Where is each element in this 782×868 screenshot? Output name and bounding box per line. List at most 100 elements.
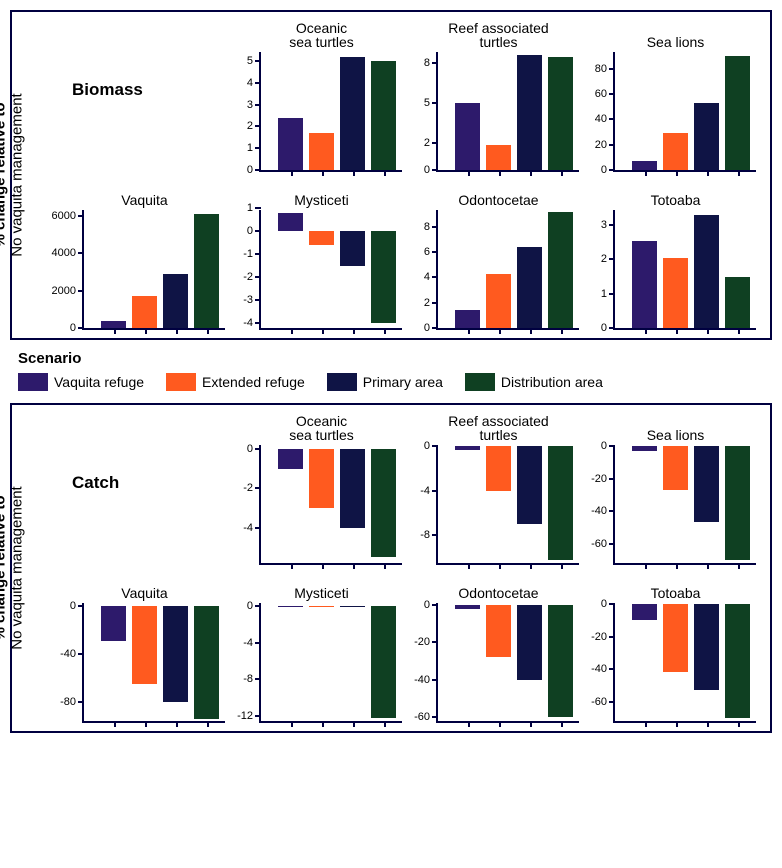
chart-wrap: 012345 [239, 52, 404, 172]
biomass-block: % change relative toNo vaquita managemen… [10, 10, 772, 340]
x-ticks [84, 328, 225, 334]
x-tickmark [530, 170, 532, 176]
y-tick-label: -60 [591, 538, 607, 550]
y-tickmark [255, 527, 261, 529]
y-tick-label: 1 [601, 288, 607, 300]
x-tickmark [322, 721, 324, 727]
chart-wrap: 0200040006000 [62, 210, 227, 330]
bar [548, 57, 573, 170]
x-tickmark [707, 170, 709, 176]
x-tickmark [530, 721, 532, 727]
y-tick-label: 0 [247, 600, 253, 612]
bar [278, 213, 303, 231]
y-tickmark [432, 302, 438, 304]
bar [663, 258, 688, 328]
bar [309, 231, 334, 245]
y-tick-label: -40 [591, 663, 607, 675]
y-tickmark [255, 642, 261, 644]
x-tickmark [353, 328, 355, 334]
x-tickmark [353, 170, 355, 176]
y-tick-label: 2 [424, 137, 430, 149]
chart-panel: Totoaba0123 [593, 178, 758, 330]
y-axis-label-line2: No vaquita management [9, 486, 26, 649]
bar [101, 606, 126, 641]
panel-title: Oceanic sea turtles [289, 20, 354, 50]
bar [278, 118, 303, 170]
y-tick-label: 80 [595, 63, 607, 75]
x-tickmark [322, 563, 324, 569]
chart-wrap: -12-8-40 [239, 603, 404, 723]
bar [340, 57, 365, 170]
x-tickmark [676, 721, 678, 727]
x-tickmark [676, 563, 678, 569]
y-axis-label-line2: No vaquita management [9, 93, 26, 256]
x-tickmark [499, 721, 501, 727]
bar [132, 606, 157, 684]
y-tick-label: -2 [243, 271, 253, 283]
legend-item: Extended refuge [166, 373, 305, 391]
legend-item: Distribution area [465, 373, 603, 391]
y-tick-label: 0 [601, 164, 607, 176]
chart-panel: Mysticeti-4-3-2-101 [239, 178, 404, 330]
bar [632, 604, 657, 620]
y-tickmark [255, 207, 261, 209]
x-ticks [261, 721, 402, 727]
bar [278, 449, 303, 469]
x-tickmark [676, 328, 678, 334]
y-tick-label: 4 [424, 271, 430, 283]
x-tickmark [738, 170, 740, 176]
y-tickmark [609, 68, 615, 70]
chart-wrap: -4-20 [239, 445, 404, 565]
y-tickmark [609, 144, 615, 146]
plot-area: 02468 [436, 210, 579, 330]
panel-title: Oceanic sea turtles [289, 413, 354, 443]
y-tick-label: 0 [70, 600, 76, 612]
x-tickmark [499, 328, 501, 334]
y-tickmark [78, 252, 84, 254]
y-tick-label: -20 [591, 473, 607, 485]
plot-area: -60-40-200 [613, 445, 756, 565]
x-tickmark [530, 563, 532, 569]
legend-swatch [166, 373, 196, 391]
bar [725, 604, 750, 718]
plot-area: -60-40-200 [613, 603, 756, 723]
y-tick-label: -80 [60, 696, 76, 708]
y-tick-label: 0 [247, 225, 253, 237]
chart-wrap: 0123 [593, 210, 758, 330]
y-tickmark [432, 102, 438, 104]
bar [486, 145, 511, 170]
y-tick-label: 0 [247, 443, 253, 455]
y-tick-label: 2 [601, 253, 607, 265]
x-ticks [615, 721, 756, 727]
x-tickmark [561, 563, 563, 569]
bar [548, 605, 573, 718]
y-tick-label: -8 [420, 529, 430, 541]
bar [163, 274, 188, 328]
y-tickmark [255, 605, 261, 607]
panel-title: Reef associated turtles [448, 413, 548, 443]
y-tickmark [255, 448, 261, 450]
bar [632, 161, 657, 170]
chart-wrap: -60-40-200 [593, 445, 758, 565]
y-tick-label: -3 [243, 294, 253, 306]
block-label: Biomass [72, 80, 143, 100]
y-tickmark [255, 487, 261, 489]
y-tick-label: 2000 [52, 285, 76, 297]
x-tickmark [384, 170, 386, 176]
panel-title: Odontocetae [458, 178, 538, 208]
empty-cell: Biomass [62, 20, 227, 172]
legend-section: ScenarioVaquita refugeExtended refugePri… [18, 350, 772, 391]
y-tickmark [255, 253, 261, 255]
y-tickmark [432, 276, 438, 278]
y-tickmark [255, 147, 261, 149]
x-ticks [84, 721, 225, 727]
y-tickmark [432, 641, 438, 643]
bar [725, 446, 750, 560]
plot-area: 0258 [436, 52, 579, 172]
y-tick-label: 1 [247, 142, 253, 154]
y-tick-label: 0 [424, 322, 430, 334]
bar [725, 277, 750, 328]
y-tickmark [432, 445, 438, 447]
legend-item: Vaquita refuge [18, 373, 144, 391]
x-tickmark [322, 328, 324, 334]
